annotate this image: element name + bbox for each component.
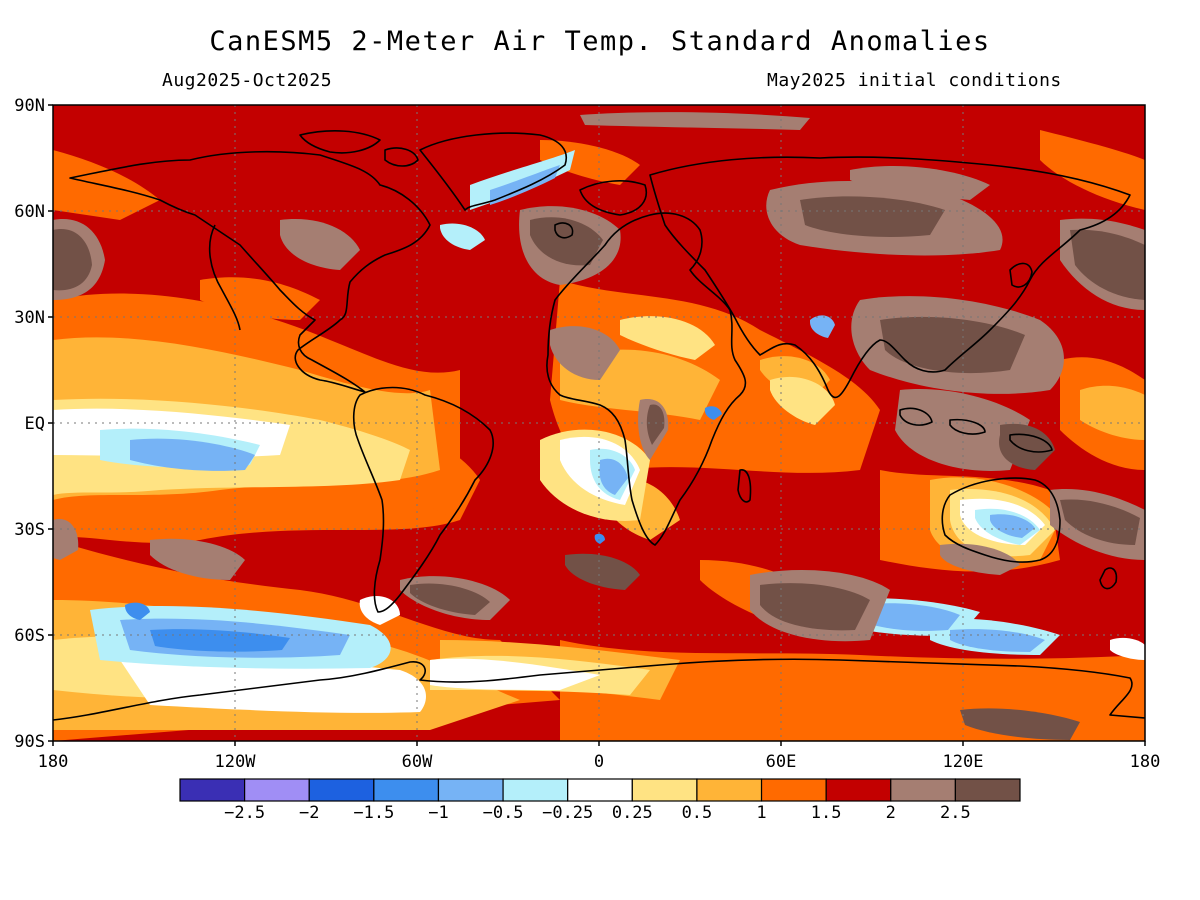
colorbar-swatch	[631, 778, 698, 802]
lon-tick-label: 180	[1130, 752, 1161, 772]
lat-tick-label: 90S	[14, 732, 45, 752]
colorbar-label: 0.25	[612, 803, 653, 823]
colorbar-swatch	[502, 778, 569, 802]
colorbar: −2.5 −2 −1.5 −1 −0.5 −0.25 0.25 0.5 1 1.5 2 2.5	[179, 778, 1021, 823]
colorbar-label: 1.5	[811, 803, 842, 823]
colorbar-label: 2	[886, 803, 896, 823]
colorbar-label: 1	[756, 803, 766, 823]
lon-tick-label: 180	[38, 752, 69, 772]
map-title: CanESM5 2-Meter Air Temp. Standard Anoma…	[209, 26, 991, 57]
colorbar-swatch	[760, 778, 827, 802]
colorbar-swatch	[954, 778, 1021, 802]
anomaly-field	[53, 105, 1145, 741]
coastlines	[53, 130, 1145, 721]
lat-tick-label: 90N	[14, 96, 45, 116]
colorbar-label: −2	[299, 803, 319, 823]
lat-tick-label: 60S	[14, 626, 45, 646]
colorbar-label: 0.5	[682, 803, 713, 823]
colorbar-swatch	[696, 778, 763, 802]
colorbar-swatch	[567, 778, 633, 802]
colorbar-swatch	[244, 778, 310, 802]
colorbar-label: 2.5	[940, 803, 971, 823]
latitude-axis: 90N 60N 30N EQ 30S 60S 90S	[14, 96, 53, 752]
lat-tick-label: 30N	[14, 308, 45, 328]
longitude-axis: 180 120W 60W 0 60E 120E 180	[38, 741, 1161, 772]
initial-conditions: May2025 initial conditions	[767, 70, 1062, 91]
lon-tick-label: 0	[594, 752, 604, 772]
forecast-period: Aug2025-Oct2025	[162, 70, 333, 91]
colorbar-swatch	[890, 778, 956, 802]
colorbar-label: −0.25	[542, 803, 593, 823]
lat-tick-label: 30S	[14, 520, 45, 540]
lon-tick-label: 120E	[943, 752, 984, 772]
colorbar-label: −1.5	[353, 803, 394, 823]
colorbar-swatch	[179, 778, 246, 802]
lat-tick-label: EQ	[25, 414, 45, 434]
colorbar-swatch	[373, 778, 440, 802]
colorbar-swatch	[437, 778, 504, 802]
colorbar-label: −0.5	[483, 803, 524, 823]
lat-tick-label: 60N	[14, 202, 45, 222]
lon-tick-label: 120W	[215, 752, 257, 772]
colorbar-swatch	[825, 778, 892, 802]
colorbar-swatch	[308, 778, 375, 802]
colorbar-label: −2.5	[224, 803, 265, 823]
lon-tick-label: 60E	[766, 752, 797, 772]
colorbar-label: −1	[428, 803, 448, 823]
map-gridlines	[53, 105, 1145, 741]
lon-tick-label: 60W	[402, 752, 433, 772]
